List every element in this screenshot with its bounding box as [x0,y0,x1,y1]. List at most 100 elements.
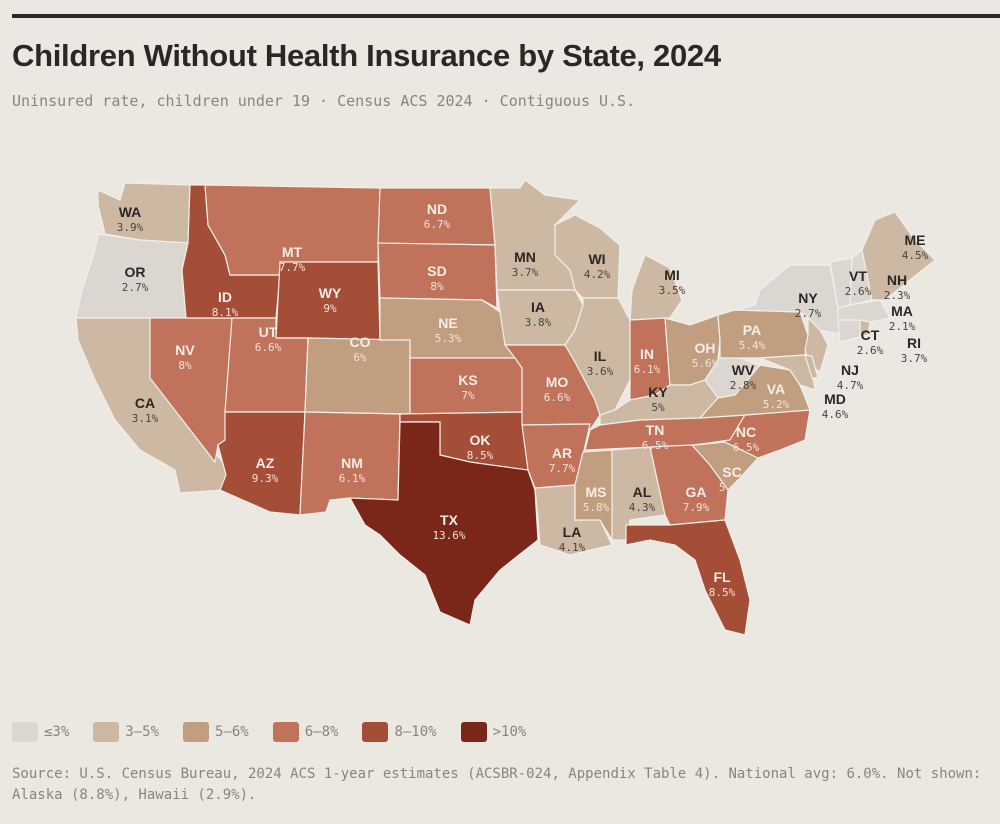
legend-label: 5–6% [215,724,249,740]
state-value-label: 4.7% [837,379,864,392]
state-value-label: 2.3% [884,289,911,302]
state-me[interactable] [861,211,936,301]
state-wv[interactable] [704,338,762,399]
state-code-label: MD [824,391,846,407]
state-value-label: 6.1% [634,363,661,376]
state-value-label: 5.8% [583,501,610,514]
state-code-label: CT [861,327,880,343]
legend-swatch [93,722,120,742]
state-code-label: VA [767,381,785,397]
state-il[interactable] [564,297,631,416]
legend-item: 8–10% [362,722,437,742]
legend-item: ≤3% [12,722,69,742]
legend-label: 3–5% [125,724,160,740]
state-ri[interactable] [859,319,871,338]
top-rule [12,14,1000,18]
state-code-label: CA [135,395,155,411]
state-value-label: 7.7% [549,462,576,475]
state-nc[interactable] [694,409,811,459]
state-ct[interactable] [837,319,861,343]
legend-label: 6–8% [304,724,339,740]
state-code-label: NE [438,315,457,331]
state-code-label: OK [470,432,491,448]
legend-label: >10% [492,724,527,740]
state-code-label: MN [514,249,536,265]
state-code-label: NH [887,272,907,288]
legend-item: 3–5% [93,722,159,742]
legend-item: 5–6% [183,722,249,742]
state-value-label: 7.7% [279,261,306,274]
state-value-label: 2.7% [122,281,149,294]
legend-swatch [460,722,487,742]
state-fl[interactable] [625,519,751,636]
state-value-label: 6.1% [339,472,366,485]
state-code-label: SC [722,464,741,480]
state-value-label: 3.8% [525,316,552,329]
state-value-label: 5.9% [719,481,746,494]
state-code-label: WV [732,362,755,378]
state-code-label: MA [891,303,913,319]
state-value-label: 2.6% [845,285,872,298]
state-code-label: LA [563,524,582,540]
state-code-label: ME [905,232,926,248]
legend-swatch [12,722,38,742]
state-value-label: 3.5% [659,284,686,297]
state-value-label: 2.8% [730,379,757,392]
state-value-label: 8% [430,280,444,293]
state-code-label: GA [686,484,707,500]
state-code-label: AR [552,445,572,461]
legend-label: 8–10% [394,724,437,740]
state-value-label: 3.7% [512,266,539,279]
legend-label: ≤3% [44,724,70,740]
state-value-label: 3.1% [132,412,159,425]
state-code-label: OR [125,264,146,280]
state-code-label: AZ [256,455,275,471]
state-value-label: 4.3% [629,501,656,514]
state-value-label: 9% [323,302,337,315]
state-value-label: 8.5% [467,449,494,462]
state-code-label: NY [798,290,818,306]
state-sd[interactable] [377,242,498,310]
state-value-label: 6% [353,351,367,364]
state-code-label: PA [743,322,761,338]
state-tx[interactable] [348,421,539,626]
state-value-label: 4.1% [559,541,586,554]
page-title: Children Without Health Insurance by Sta… [12,38,721,73]
state-code-label: NV [175,342,195,358]
state-de[interactable] [804,354,819,379]
state-value-label: 3.6% [587,365,614,378]
state-code-label: IL [594,348,607,364]
state-code-label: MT [282,244,303,260]
state-value-label: 5.3% [435,332,462,345]
legend-swatch [362,722,389,742]
subtitle: Uninsured rate, children under 19 · Cens… [12,92,636,110]
state-value-label: 6.5% [642,439,669,452]
state-wa[interactable] [97,182,191,244]
state-code-label: TN [646,422,665,438]
state-value-label: 3.7% [901,352,928,365]
state-value-label: 13.6% [432,529,465,542]
state-code-label: NC [736,424,756,440]
state-value-label: 6.6% [255,341,282,354]
state-code-label: VT [849,268,867,284]
state-value-label: 5.2% [763,398,790,411]
state-value-label: 7% [461,389,475,402]
state-code-label: KY [648,384,668,400]
state-value-label: 3.9% [117,221,144,234]
legend: ≤3% 3–5% 5–6% 6–8% 8–10% >10% [12,722,550,742]
state-code-label: SD [427,263,446,279]
legend-swatch [183,722,210,742]
state-value-label: 2.1% [889,320,916,333]
state-code-label: FL [713,569,731,585]
state-code-label: RI [907,335,921,351]
state-code-label: NM [341,455,363,471]
state-value-label: 8% [178,359,192,372]
state-code-label: ID [218,289,232,305]
source-note: Source: U.S. Census Bureau, 2024 ACS 1-y… [12,766,982,803]
state-code-label: OH [695,340,716,356]
state-value-label: 5.6% [692,357,719,370]
legend-item: >10% [460,722,527,742]
legend-swatch [272,722,299,742]
state-mi[interactable] [629,254,683,321]
state-value-label: 5.4% [739,339,766,352]
